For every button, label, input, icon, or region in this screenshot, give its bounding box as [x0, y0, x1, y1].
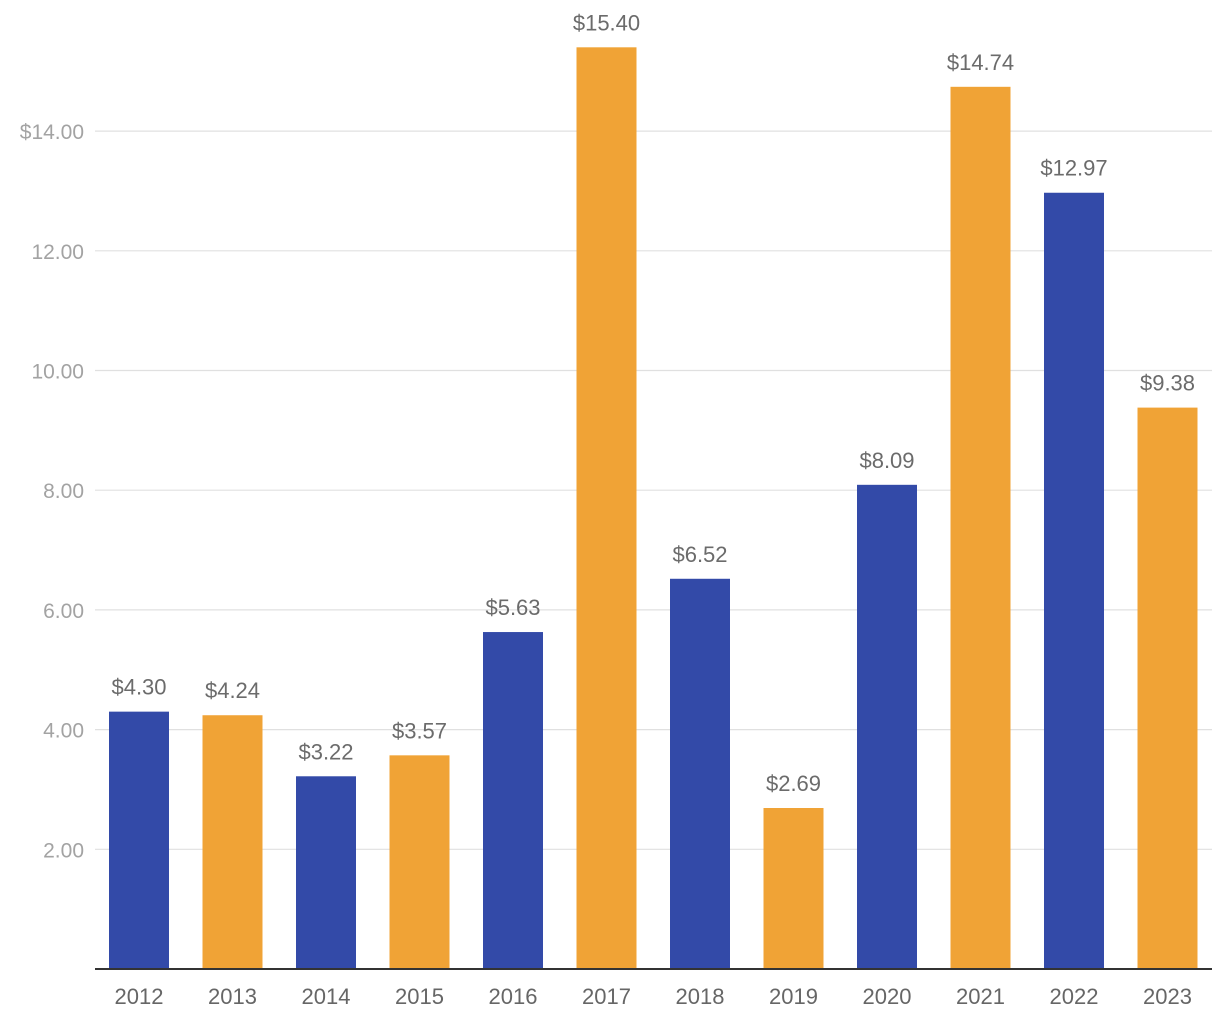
y-axis-tick-labels: 2.00 4.00 6.00 8.00 10.00 12.00 $14.00: [20, 121, 84, 862]
data-label-2022: $12.97: [1040, 156, 1107, 181]
bar-2023: [1137, 407, 1198, 969]
x-tick-label: 2023: [1143, 984, 1192, 1009]
data-label-2017: $15.40: [573, 10, 640, 35]
x-tick-label: 2020: [863, 984, 912, 1009]
bar-2022: [1044, 192, 1104, 970]
data-label-2018: $6.52: [672, 542, 727, 567]
x-axis-tick-labels: 2012 2013 2014 2015 2016 2017 2018 2019 2020 2021…: [115, 984, 1192, 1009]
data-label-2021: $14.74: [947, 50, 1014, 75]
y-tick-label: 6.00: [43, 600, 84, 623]
bar-2018: [670, 578, 730, 969]
x-tick-label: 2014: [302, 984, 351, 1009]
bars: [109, 47, 1198, 970]
x-tick-label: 2012: [115, 984, 164, 1009]
data-label-2014: $3.22: [298, 739, 353, 764]
data-label-2013: $4.24: [205, 678, 260, 703]
bar-value-labels: $4.30 $4.24 $3.22 $3.57 $5.63 $15.40 $6.52 $2.6…: [111, 10, 1195, 796]
x-tick-label: 2013: [208, 984, 257, 1009]
bar-2020: [857, 484, 917, 969]
data-label-2023: $9.38: [1140, 371, 1195, 396]
x-tick-label: 2016: [489, 984, 538, 1009]
y-tick-label: 2.00: [43, 839, 84, 862]
y-tick-label: 12.00: [31, 241, 84, 264]
gridlines: [95, 130, 1212, 850]
x-tick-label: 2017: [582, 984, 631, 1009]
bar-2017: [576, 47, 637, 970]
bar-2019: [763, 808, 824, 969]
bar-2012: [109, 711, 169, 969]
data-label-2020: $8.09: [859, 448, 914, 473]
data-label-2019: $2.69: [766, 771, 821, 796]
x-tick-label: 2022: [1050, 984, 1099, 1009]
bar-2013: [202, 715, 263, 969]
x-tick-label: 2018: [676, 984, 725, 1009]
data-label-2015: $3.57: [392, 718, 447, 743]
bar-2021: [950, 86, 1011, 970]
bar-2015: [389, 755, 450, 969]
x-tick-label: 2021: [956, 984, 1005, 1009]
bar-2016: [483, 632, 543, 969]
y-tick-label: $14.00: [20, 121, 84, 144]
y-tick-label: 4.00: [43, 720, 84, 743]
x-tick-label: 2015: [395, 984, 444, 1009]
data-label-2016: $5.63: [485, 595, 540, 620]
y-tick-label: 10.00: [31, 361, 84, 384]
y-tick-label: 8.00: [43, 480, 84, 503]
bar-2014: [296, 776, 356, 969]
x-tick-label: 2019: [769, 984, 818, 1009]
data-label-2012: $4.30: [111, 675, 166, 700]
